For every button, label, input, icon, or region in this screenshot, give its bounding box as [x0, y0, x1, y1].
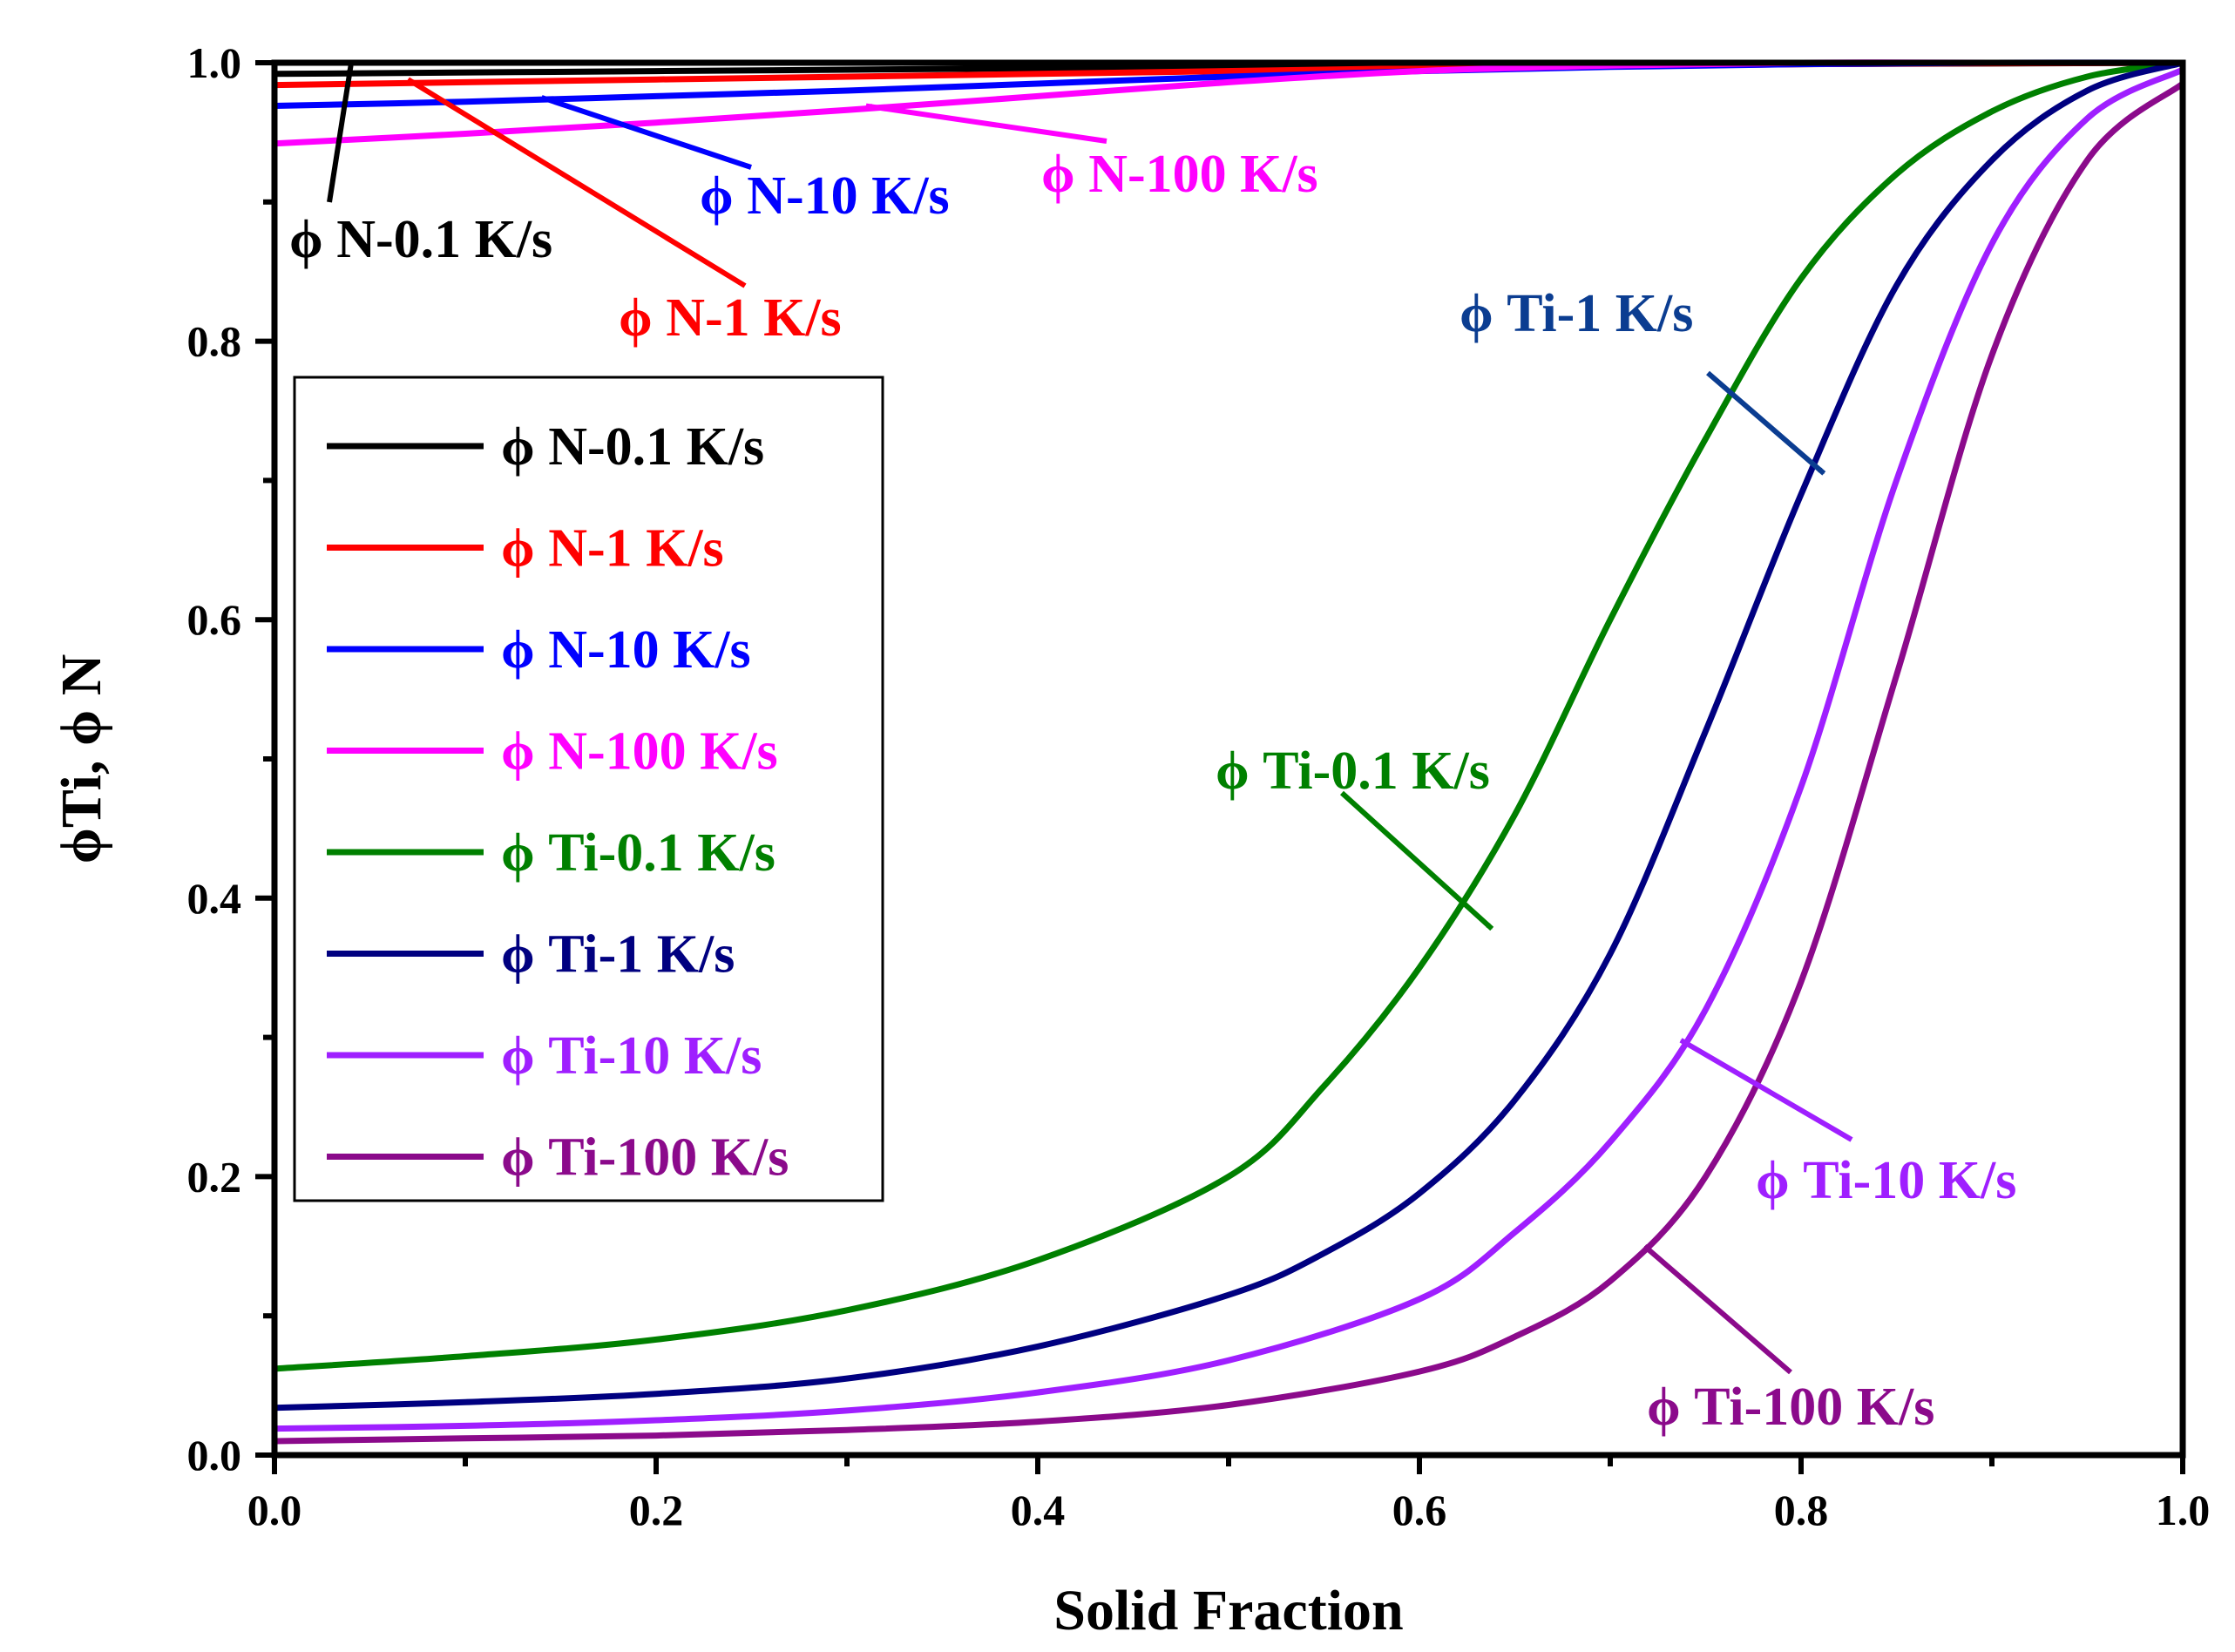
annotation-label-n-10-k-s: ϕ N-10 K/s: [700, 166, 950, 226]
annotation-label-n-1-k-s: ϕ N-1 K/s: [619, 288, 842, 348]
series-line-ti-100-k-s: [271, 80, 2186, 1445]
axis-ticks: 0.0 0.2 0.4 0.6 0.8 1.0 0.0 0.2 0.4 0.6 0.8 1.0: [187, 38, 2211, 1534]
y-tick-label: 0.6: [187, 595, 242, 644]
x-tick-label: 0.4: [1011, 1486, 1066, 1534]
x-axis-title: Solid Fraction: [1053, 1579, 1404, 1642]
annotation-label-ti-100-k-s: ϕ Ti-100 K/s: [1647, 1378, 1934, 1437]
series-line-ti-1-k-s: [271, 59, 2186, 1412]
y-tick-label: 0.2: [187, 1152, 242, 1201]
y-tick-label: 0.8: [187, 317, 242, 366]
y-axis-title: ϕTi, ϕ N: [50, 654, 113, 864]
legend-label-ti-0-1-k-s: ϕ Ti-0.1 K/s: [501, 823, 775, 883]
annotations: ϕ N-0.1 K/s ϕ N-1 K/s ϕ N-10 K/s ϕ N-100 K/…: [289, 64, 2016, 1437]
annotation-arrow: [327, 64, 354, 203]
legend-label-n-100-k-s: ϕ N-100 K/s: [501, 722, 778, 782]
annotation-arrow: [1706, 370, 1826, 476]
series-line-ti-0-1-k-s: [271, 59, 2186, 1372]
legend-label-n-0-1-k-s: ϕ N-0.1 K/s: [501, 417, 764, 477]
y-tick-label: 0.4: [187, 874, 242, 923]
x-tick-label: 0.6: [1392, 1486, 1447, 1534]
x-tick-label: 0.0: [247, 1486, 302, 1534]
legend-box: [293, 376, 884, 1202]
annotation-label-ti-0-1-k-s: ϕ Ti-0.1 K/s: [1216, 741, 1490, 801]
x-tick-label: 1.0: [2156, 1486, 2211, 1534]
annotation-label-n-100-k-s: ϕ N-100 K/s: [1041, 145, 1318, 204]
legend-label-n-1-k-s: ϕ N-1 K/s: [501, 519, 724, 579]
series-line-ti-10-k-s: [271, 66, 2186, 1432]
y-tick-label: 0.0: [187, 1431, 242, 1479]
annotation-label-n-0-1-k-s: ϕ N-0.1 K/s: [289, 210, 552, 269]
y-tick-label: 1.0: [187, 38, 242, 87]
x-tick-label: 0.2: [629, 1486, 684, 1534]
series-group: [271, 59, 2186, 1445]
legend-label-ti-100-k-s: ϕ Ti-100 K/s: [501, 1128, 789, 1188]
annotation-arrow: [1679, 1038, 1853, 1142]
annotation-arrow: [1642, 1244, 1792, 1375]
annotation-label-ti-1-k-s: ϕ Ti-1 K/s: [1460, 284, 1693, 343]
x-tick-label: 0.8: [1774, 1486, 1829, 1534]
legend-label-ti-10-k-s: ϕ Ti-10 K/s: [501, 1026, 762, 1086]
annotation-arrow: [406, 77, 747, 288]
annotation-arrow: [1339, 790, 1494, 931]
annotation-label-ti-10-k-s: ϕ Ti-10 K/s: [1756, 1151, 2016, 1210]
annotation-arrow: [865, 103, 1107, 144]
legend-label-ti-1-k-s: ϕ Ti-1 K/s: [501, 925, 735, 985]
legend: ϕ N-0.1 K/s ϕ N-1 K/s ϕ N-10 K/s ϕ N-100 K/…: [293, 376, 884, 1202]
annotation-arrow: [540, 95, 752, 170]
legend-label-n-10-k-s: ϕ N-10 K/s: [501, 620, 751, 680]
